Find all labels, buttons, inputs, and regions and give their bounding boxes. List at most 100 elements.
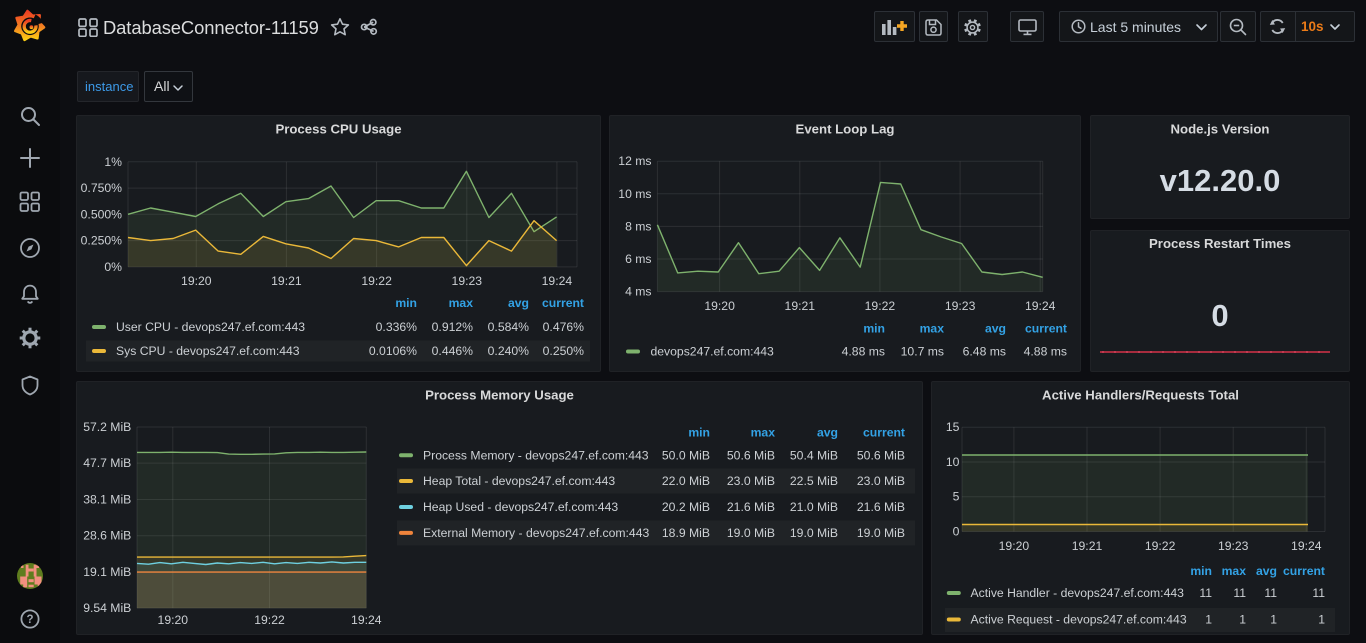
svg-text:1%: 1% — [104, 155, 122, 169]
svg-text:External Memory - devops247.ef: External Memory - devops247.ef.com:443 — [423, 526, 649, 540]
svg-text:min: min — [863, 322, 885, 336]
svg-text:10.7 ms: 10.7 ms — [901, 345, 944, 359]
svg-text:current: current — [1025, 322, 1067, 336]
svg-text:Heap Used - devops247.ef.com:4: Heap Used - devops247.ef.com:443 — [423, 500, 618, 514]
svg-text:Node.js Version: Node.js Version — [1171, 122, 1270, 137]
svg-text:0.750%: 0.750% — [81, 181, 122, 195]
svg-text:5: 5 — [953, 490, 960, 504]
svg-text:11: 11 — [1264, 586, 1277, 600]
svg-text:10 ms: 10 ms — [618, 187, 651, 201]
svg-text:21.0 MiB: 21.0 MiB — [790, 500, 838, 514]
svg-text:4.88 ms: 4.88 ms — [1024, 345, 1067, 359]
svg-text:19:23: 19:23 — [452, 274, 483, 288]
svg-text:12 ms: 12 ms — [618, 154, 651, 168]
svg-text:19.0 MiB: 19.0 MiB — [790, 526, 838, 540]
svg-text:10: 10 — [946, 455, 960, 469]
svg-text:19:20: 19:20 — [999, 539, 1030, 553]
svg-text:current: current — [542, 296, 584, 310]
svg-text:Heap Total - devops247.ef.com:: Heap Total - devops247.ef.com:443 — [423, 474, 615, 488]
svg-text:0.336%: 0.336% — [376, 320, 417, 334]
svg-text:19.0 MiB: 19.0 MiB — [727, 526, 775, 540]
svg-text:11: 11 — [1199, 586, 1212, 600]
svg-text:19:21: 19:21 — [1072, 539, 1103, 553]
svg-text:19:24: 19:24 — [1291, 539, 1322, 553]
svg-text:19:21: 19:21 — [785, 299, 816, 313]
svg-text:min: min — [688, 425, 710, 439]
svg-text:0.240%: 0.240% — [488, 344, 529, 358]
svg-text:1: 1 — [1318, 613, 1325, 627]
svg-text:0.584%: 0.584% — [488, 320, 529, 334]
svg-text:4 ms: 4 ms — [625, 285, 651, 299]
svg-text:current: current — [863, 425, 905, 439]
svg-text:19:20: 19:20 — [158, 613, 189, 627]
svg-text:15: 15 — [946, 420, 960, 434]
svg-text:0: 0 — [1211, 298, 1228, 333]
svg-text:0.912%: 0.912% — [432, 320, 473, 334]
svg-text:0.250%: 0.250% — [543, 344, 584, 358]
svg-text:23.0 MiB: 23.0 MiB — [857, 474, 905, 488]
svg-text:38.1 MiB: 38.1 MiB — [83, 493, 131, 507]
svg-text:23.0 MiB: 23.0 MiB — [727, 474, 775, 488]
svg-text:21.6 MiB: 21.6 MiB — [727, 500, 775, 514]
svg-text:6 ms: 6 ms — [625, 252, 651, 266]
svg-text:19:24: 19:24 — [351, 613, 382, 627]
svg-text:avg: avg — [985, 322, 1006, 336]
svg-text:19:21: 19:21 — [271, 274, 302, 288]
svg-text:8 ms: 8 ms — [625, 219, 651, 233]
svg-text:0.446%: 0.446% — [432, 344, 473, 358]
svg-text:1: 1 — [1239, 613, 1246, 627]
svg-text:22.5 MiB: 22.5 MiB — [790, 474, 838, 488]
svg-text:devops247.ef.com:443: devops247.ef.com:443 — [651, 345, 775, 359]
svg-text:0.476%: 0.476% — [543, 320, 584, 334]
svg-text:19:22: 19:22 — [865, 299, 896, 313]
svg-text:50.6 MiB: 50.6 MiB — [727, 448, 775, 462]
svg-text:19:20: 19:20 — [704, 299, 735, 313]
svg-text:1: 1 — [1205, 613, 1212, 627]
svg-text:0: 0 — [953, 525, 960, 539]
svg-text:20.2 MiB: 20.2 MiB — [662, 500, 710, 514]
svg-text:21.6 MiB: 21.6 MiB — [857, 500, 905, 514]
svg-text:avg: avg — [508, 296, 529, 310]
svg-text:min: min — [1190, 564, 1212, 578]
svg-text:4.88 ms: 4.88 ms — [842, 345, 885, 359]
svg-text:0.250%: 0.250% — [81, 234, 122, 248]
svg-text:Process Restart Times: Process Restart Times — [1149, 236, 1291, 251]
svg-text:0.0106%: 0.0106% — [369, 344, 417, 358]
svg-text:50.4 MiB: 50.4 MiB — [790, 448, 838, 462]
svg-text:Active Handler - devops247.ef.: Active Handler - devops247.ef.com:443 — [971, 586, 1185, 600]
svg-text:max: max — [751, 425, 776, 439]
svg-text:19:22: 19:22 — [1145, 539, 1176, 553]
svg-text:50.6 MiB: 50.6 MiB — [857, 448, 905, 462]
svg-text:19.1 MiB: 19.1 MiB — [83, 565, 131, 579]
svg-text:18.9 MiB: 18.9 MiB — [662, 526, 710, 540]
svg-text:28.6 MiB: 28.6 MiB — [83, 529, 131, 543]
svg-text:Active Request - devops247.ef.: Active Request - devops247.ef.com:443 — [971, 613, 1187, 627]
svg-text:6.48 ms: 6.48 ms — [963, 345, 1006, 359]
svg-text:?: ? — [26, 614, 33, 626]
svg-text:50.0 MiB: 50.0 MiB — [662, 448, 710, 462]
svg-text:Sys CPU - devops247.ef.com:443: Sys CPU - devops247.ef.com:443 — [116, 344, 300, 358]
svg-text:avg: avg — [817, 425, 838, 439]
svg-text:0.500%: 0.500% — [81, 207, 122, 221]
svg-text:Event Loop Lag: Event Loop Lag — [796, 122, 895, 137]
svg-text:19.0 MiB: 19.0 MiB — [857, 526, 905, 540]
svg-text:Process Memory - devops247.ef.: Process Memory - devops247.ef.com:443 — [423, 448, 649, 462]
svg-text:0%: 0% — [104, 260, 122, 274]
svg-text:19:23: 19:23 — [1218, 539, 1249, 553]
svg-text:9.54 MiB: 9.54 MiB — [83, 601, 131, 615]
svg-text:19:24: 19:24 — [1025, 299, 1056, 313]
svg-text:1: 1 — [1270, 613, 1277, 627]
svg-text:19:23: 19:23 — [945, 299, 976, 313]
svg-text:22.0 MiB: 22.0 MiB — [662, 474, 710, 488]
svg-text:Process CPU Usage: Process CPU Usage — [275, 122, 401, 137]
svg-text:11: 11 — [1233, 586, 1246, 600]
svg-text:current: current — [1283, 564, 1325, 578]
svg-text:avg: avg — [1256, 564, 1277, 578]
svg-text:min: min — [395, 296, 417, 310]
svg-text:11: 11 — [1312, 586, 1325, 600]
svg-text:19:22: 19:22 — [254, 613, 285, 627]
svg-text:max: max — [1222, 564, 1247, 578]
svg-text:19:22: 19:22 — [361, 274, 392, 288]
svg-text:User CPU - devops247.ef.com:44: User CPU - devops247.ef.com:443 — [116, 320, 305, 334]
svg-text:19:20: 19:20 — [181, 274, 212, 288]
